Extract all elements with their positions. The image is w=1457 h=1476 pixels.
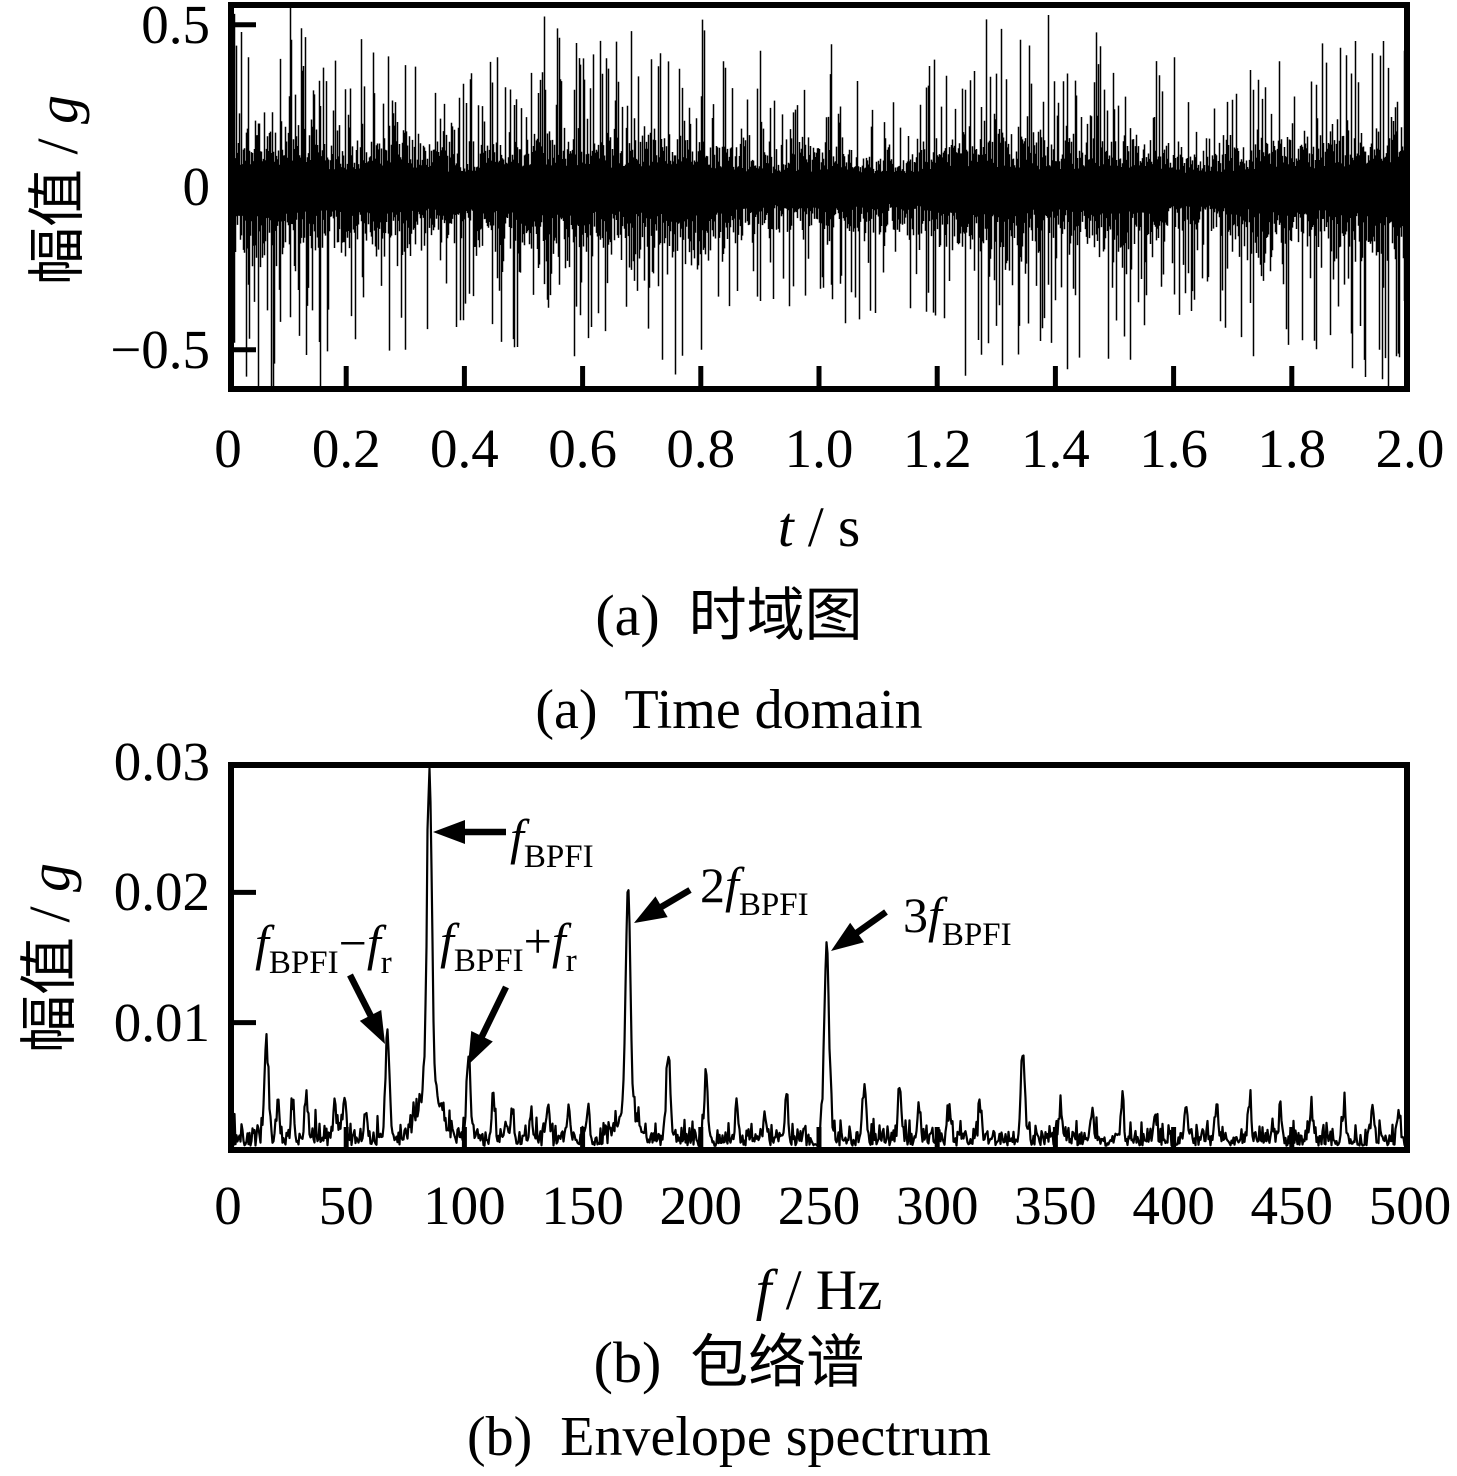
annotation-arrowhead: [634, 896, 668, 923]
y-tick-label-−0.5: −0.5: [110, 318, 210, 380]
y-tick-label-0.03: 0.03: [113, 731, 210, 792]
x-tick-label-350: 350: [1014, 1175, 1097, 1236]
x-tick-label-250: 250: [777, 1175, 861, 1236]
x-tick-label-2.0: 2.0: [1375, 418, 1445, 479]
annotation-arrowhead: [468, 1030, 493, 1065]
x-tick-label-400: 400: [1132, 1175, 1215, 1236]
time-domain-x-axis-title: t / s: [777, 496, 861, 559]
envelope-spectrum-plot: fBPFI−fr fBPFI fBPFI+fr 2fBPFI 3fBPFI: [228, 762, 1410, 1153]
x-tick-label-0.6: 0.6: [548, 418, 617, 479]
vibration-waveform: [228, 2, 1410, 392]
caption-b-chinese: (b) 包络谱: [593, 1330, 865, 1395]
x-tick-label-0.2: 0.2: [311, 418, 381, 479]
annotation-arrowhead: [831, 922, 865, 951]
x-tick-label-1.4: 1.4: [1021, 418, 1090, 479]
envelope-x-axis-title: f / Hz: [755, 1259, 883, 1322]
envelope-y-axis-title: 幅值 / g: [17, 862, 82, 1054]
annotation-label-fBPFI: fBPFI: [510, 809, 594, 875]
x-tick-label-150: 150: [541, 1175, 624, 1236]
x-tick-label-1.0: 1.0: [784, 418, 854, 479]
x-tick-label-300: 300: [895, 1175, 979, 1236]
x-tick-label-100: 100: [423, 1175, 506, 1236]
annotation-fBPFI-minus-fr: fBPFI−fr: [255, 915, 392, 1044]
y-tick-label-0.02: 0.02: [113, 861, 210, 923]
annotation-label-2fBPFI: 2fBPFI: [700, 857, 809, 923]
plot-border: [228, 2, 1410, 392]
x-tick-label-0.8: 0.8: [666, 418, 736, 479]
x-tick-label-200: 200: [659, 1175, 743, 1236]
annotation-fBPFI: fBPFI: [433, 809, 594, 875]
x-tick-label-0.4: 0.4: [430, 418, 499, 479]
y-tick-label-0: 0: [182, 156, 211, 218]
annotation-2fBPFI: 2fBPFI: [634, 857, 809, 923]
x-tick-label-50: 50: [318, 1175, 374, 1236]
x-tick-label-450: 450: [1250, 1175, 1334, 1236]
time-domain-plot: [228, 2, 1410, 392]
y-tick-label-0.01: 0.01: [113, 991, 210, 1053]
x-tick-label-1.2: 1.2: [902, 418, 972, 479]
caption-b-english: (b) Envelope spectrum: [466, 1406, 992, 1468]
annotation-arrowhead: [359, 1010, 385, 1044]
annotation-3fBPFI: 3fBPFI: [831, 887, 1012, 953]
x-tick-label-0: 0: [214, 418, 242, 479]
x-tick-label-500: 500: [1368, 1175, 1452, 1236]
x-tick-label-1.8: 1.8: [1257, 418, 1327, 479]
plot-border: [228, 762, 1410, 1153]
x-tick-label-0: 0: [214, 1175, 242, 1236]
annotation-fBPFI-plus-fr: fBPFI+fr: [440, 913, 577, 1065]
caption-a-english: (a) Time domain: [535, 679, 923, 741]
annotation-label-fBPFI-minus-fr: fBPFI−fr: [255, 915, 392, 981]
envelope-spectrum-line: [228, 767, 1410, 1147]
x-tick-label-1.6: 1.6: [1139, 418, 1208, 479]
annotation-arrowhead: [433, 820, 465, 844]
time-domain-y-axis-title: 幅值 / g: [25, 94, 90, 286]
annotation-label-fBPFI-plus-fr: fBPFI+fr: [440, 913, 577, 979]
annotation-label-3fBPFI: 3fBPFI: [903, 887, 1012, 953]
caption-a-chinese: (a) 时域图: [595, 583, 863, 648]
y-tick-label-0.5: 0.5: [141, 0, 210, 55]
